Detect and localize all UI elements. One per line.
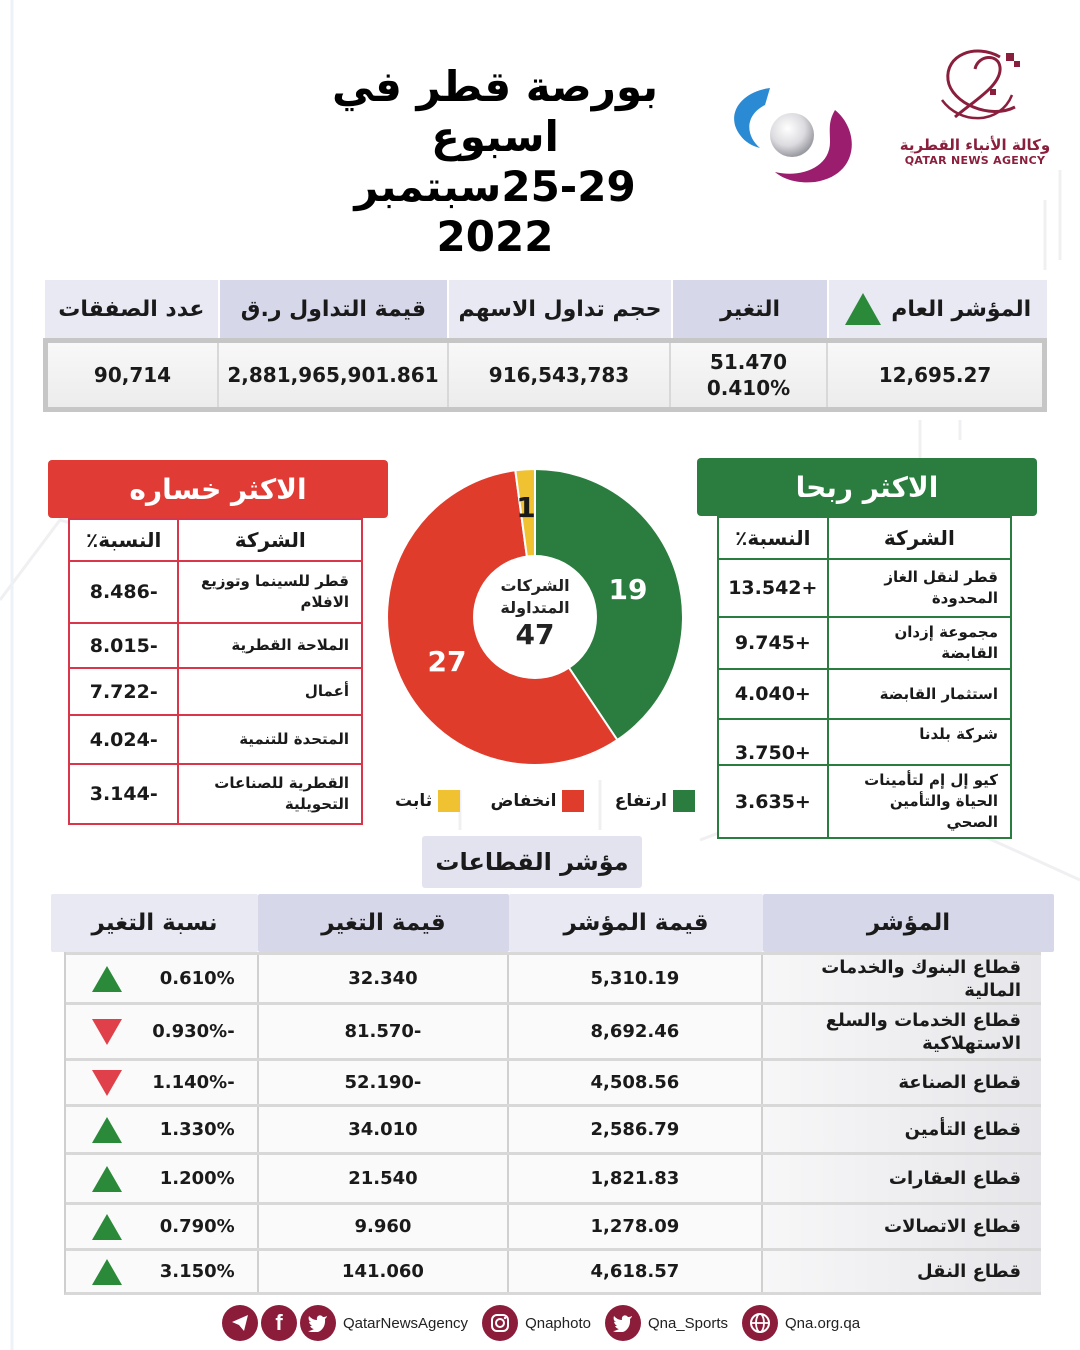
title-line-3: 2022 [436,212,554,261]
traded-companies-donut-chart: 19 27 1 [386,467,684,766]
triangle-up-icon [92,1213,122,1240]
social-main[interactable]: f QatarNewsAgency [222,1305,468,1341]
summary-header-row: المؤشر العام التغير حجم تداول الاسهم قيم… [43,280,1047,338]
table-row: قطر لنقل الغاز المحدودة +13.542 [717,558,1013,618]
legend-item-up: ارتفاع [615,790,695,812]
instagram-handle[interactable]: Qnaphoto [525,1314,591,1332]
sector-index-title: مؤشر القطاعات [422,836,642,888]
table-row: قطر للسينما وتوزيع الافلام -8.486 [67,560,363,624]
qna-logo: وكالة الأنباء القطرية QATAR NEWS AGENCY [895,45,1055,185]
table-row: الملاحة القطرية -8.015 [67,622,363,669]
top-losers-table: الشركة النسبة٪ قطر للسينما وتوزيع الافلا… [67,518,363,825]
donut-center-label: الشركات المتداولة 47 [475,557,595,677]
sector-rows: قطاع البنوك والخدمات المالية 5,310.19 32… [64,952,1041,1295]
instagram-icon[interactable] [482,1305,519,1341]
triangle-up-icon [845,293,882,325]
title-line-2: 25-29سبتمبر [354,162,636,211]
top-losers-title: الاكثر خساره [48,460,388,518]
facebook-icon[interactable]: f [261,1305,297,1341]
title-line-1: بورصة قطر في اسبوع [331,62,659,161]
value-trade-value: 2,881,965,901.861 [217,343,447,407]
table-row: قطاع النقل 4,618.57 141.060 3.150% [66,1248,1041,1292]
col-percent: النسبة٪ [717,516,829,560]
col-company: الشركة [177,518,363,562]
website-link[interactable]: Qna.org.qa [785,1314,861,1332]
table-header-row: الشركة النسبة٪ [717,516,1013,560]
col-company: الشركة [826,516,1013,560]
value-deals: 90,714 [48,343,217,407]
qna-emblem-icon [940,49,1020,120]
header-change: التغير [672,280,828,338]
header-trade-value: قيمة التداول ر.ق [219,280,448,338]
table-row: كيو إل إم لتأمينات الحياة والتأمين الصحي… [717,764,1013,839]
table-row: قطاع البنوك والخدمات المالية 5,310.19 32… [66,952,1041,1002]
legend-swatch-yellow [438,790,461,812]
change-percent: 0.410% [706,376,791,400]
table-row: مجموعة إزدان القابضة +9.745 [717,616,1013,670]
legend-swatch-green [673,790,695,812]
social-sports[interactable]: Qna_Sports [604,1305,728,1341]
triangle-down-icon [92,1069,122,1096]
agency-name-en: QATAR NEWS AGENCY [904,154,1046,167]
table-header-row: الشركة النسبة٪ [67,518,363,562]
donut-label-up: 19 [609,573,648,606]
value-general-index: 12,695.27 [826,343,1042,407]
table-row: قطاع التأمين 2,586.79 34.010 1.330% [66,1104,1041,1152]
table-row: قطاع الاتصالات 1,278.09 9.960 0.790% [66,1202,1041,1248]
page-title: بورصة قطر في اسبوع 25-29سبتمبر 2022 [270,62,720,262]
value-volume: 916,543,783 [447,343,669,407]
social-website[interactable]: Qna.org.qa [742,1305,860,1341]
table-row: قطاع الخدمات والسلع الاستهلاكية 8,692.46… [66,1002,1041,1058]
agency-name-ar: وكالة الأنباء القطرية [899,136,1051,154]
change-points: 51.470 [709,350,788,374]
top-gainers-table: الشركة النسبة٪ قطر لنقل الغاز المحدودة +1… [717,516,1013,839]
sector-header-row: المؤشر قيمة المؤشر قيمة التغير نسبة التغ… [51,894,1054,952]
value-change: 51.470 0.410% [669,343,826,407]
donut-legend: ارتفاع انخفاض ثابت [395,790,695,812]
social-instagram[interactable]: Qnaphoto [482,1305,591,1341]
main-handle[interactable]: QatarNewsAgency [343,1314,469,1332]
qatar-exchange-logo [734,88,852,183]
sports-handle[interactable]: Qna_Sports [647,1314,728,1332]
table-row: أعمال -7.722 [67,667,363,716]
table-row: قطاع العقارات 1,821.83 21.540 1.200% [66,1152,1041,1202]
table-row: شركة بلدنا +3.750 [717,718,1013,766]
general-index-summary: المؤشر العام التغير حجم تداول الاسهم قيم… [43,280,1047,412]
triangle-up-icon [92,1165,122,1192]
legend-item-down: انخفاض [490,790,585,812]
table-row: قطاع الصناعة 4,508.56 -52.190 -1.140% [66,1058,1041,1104]
legend-item-flat: ثابت [395,790,461,812]
summary-values-row: 12,695.27 51.470 0.410% 916,543,783 2,88… [43,338,1047,412]
header-deals: عدد الصفقات [45,280,218,338]
donut-label-flat: 1 [516,491,535,524]
twitter-icon[interactable] [604,1305,641,1341]
top-gainers-panel: الاكثر ربحا الشركة النسبة٪ قطر لنقل الغا… [697,458,1037,839]
donut-center-total: 47 [515,618,555,651]
telegram-icon[interactable] [222,1305,258,1341]
donut-center-title-1: الشركات [500,576,570,595]
header-general-index: المؤشر العام [829,280,1047,338]
top-gainers-title: الاكثر ربحا [697,458,1037,516]
triangle-down-icon [92,1018,122,1045]
header-volume: حجم تداول الاسهم [449,280,671,338]
donut-center-title-2: المتداولة [500,598,570,617]
header-sector-change: قيمة التغير [258,894,509,952]
legend-swatch-red [562,790,585,812]
header-sector-pct: نسبة التغير [51,894,258,952]
table-row: استثمار القابضة +4.040 [717,668,1013,720]
donut-label-down: 27 [428,645,467,678]
globe-icon[interactable] [742,1305,778,1341]
triangle-up-icon [92,1258,122,1285]
header-sector-value: قيمة المؤشر [509,894,763,952]
sector-index-table: المؤشر قيمة المؤشر قيمة التغير نسبة التغ… [51,894,1054,1295]
table-row: المتحدة للتنمية -4.024 [67,714,363,765]
triangle-up-icon [92,1116,122,1143]
header-sector-name: المؤشر [763,894,1054,952]
triangle-up-icon [92,965,122,992]
twitter-icon[interactable] [300,1305,336,1341]
top-losers-panel: الاكثر خساره الشركة النسبة٪ قطر للسينما … [48,460,388,825]
social-footer: f QatarNewsAgency Qnaphoto Qna_Sports Qn… [222,1305,862,1341]
table-row: القطرية للصناعات التحويلية -3.144 [67,763,363,825]
col-percent: النسبة٪ [67,518,180,562]
